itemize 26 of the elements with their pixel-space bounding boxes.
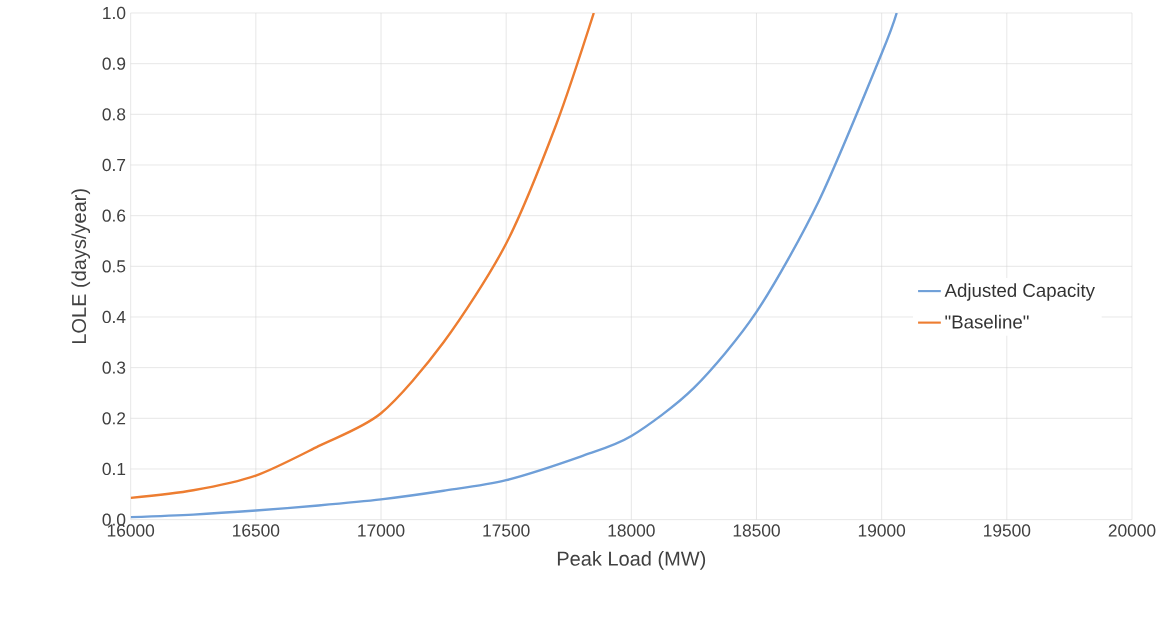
y-axis-title: LOLE (days/year) — [71, 189, 91, 344]
x-tick-label: 17000 — [358, 524, 405, 537]
x-tick-label: 17500 — [483, 524, 530, 537]
y-tick-label: 0.1 — [102, 462, 126, 476]
legend-label: Adjusted Capacity — [944, 283, 1095, 301]
y-tick-label: 0.3 — [102, 361, 126, 374]
x-tick-label: 18000 — [608, 524, 655, 537]
x-tick-label: 18500 — [733, 524, 780, 537]
x-tick-label: 19000 — [858, 524, 906, 537]
x-tick-label: 20000 — [1108, 524, 1156, 537]
y-tick-label: 1.0 — [103, 6, 126, 20]
y-tick-label: 0.0 — [102, 513, 126, 526]
y-tick-label: 0.9 — [102, 57, 126, 70]
x-axis-title: Peak Load (MW) — [557, 551, 706, 570]
y-tick-label: 0.8 — [102, 108, 126, 121]
legend-label: "Baseline" — [945, 314, 1029, 329]
x-tick-label: 19500 — [984, 524, 1031, 537]
x-tick-label: 16500 — [233, 524, 280, 537]
y-tick-label: 0.4 — [102, 310, 126, 324]
x-tick-label: 16000 — [107, 524, 155, 537]
y-tick-label: 0.2 — [102, 412, 126, 425]
line-series — [130, 13, 898, 519]
y-tick-label: 0.5 — [102, 260, 126, 273]
y-tick-label: 0.6 — [102, 209, 126, 222]
y-tick-label: 0.7 — [102, 158, 126, 172]
line-series — [130, 13, 595, 500]
